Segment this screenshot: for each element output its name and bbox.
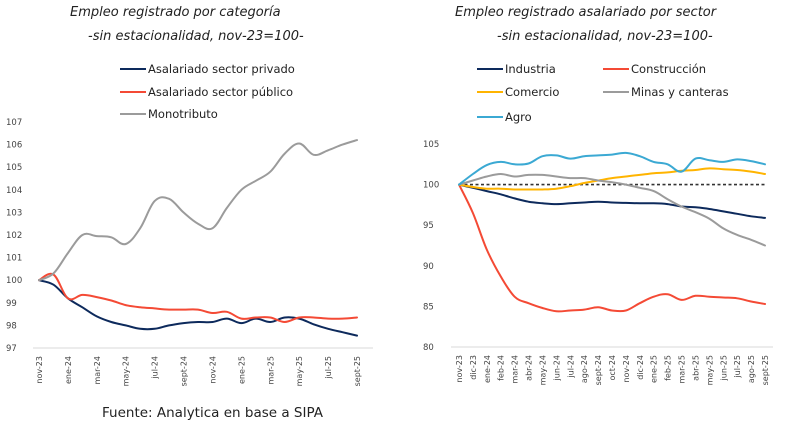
legend-swatch-comercio xyxy=(477,90,503,94)
x-tick-label: ago-24 xyxy=(580,355,589,383)
legend-item-agro: Agro xyxy=(477,110,532,124)
x-tick-label: jul-24 xyxy=(151,356,160,380)
source-note: Fuente: Analytica en base a SIPA xyxy=(102,405,323,421)
x-tick-label: feb-24 xyxy=(497,355,506,381)
y-tick-label: 80 xyxy=(423,343,434,353)
x-tick-label: may-25 xyxy=(295,356,304,386)
x-tick-label: mar-24 xyxy=(511,355,520,384)
x-tick-label: oct-24 xyxy=(608,355,617,381)
x-tick-label: jul-24 xyxy=(566,355,575,379)
y-tick-label: 98 xyxy=(6,321,17,331)
x-tick-label: ago-25 xyxy=(747,355,756,383)
x-tick-label: ene-24 xyxy=(64,356,73,384)
y-tick-label: 102 xyxy=(6,231,22,241)
y-tick-label: 106 xyxy=(6,141,22,151)
legend-item-publico: Asalariado sector público xyxy=(120,85,293,99)
series-line-asalariado-sector-privado xyxy=(38,279,358,337)
x-tick-label: may-24 xyxy=(122,356,131,386)
x-tick-label: jun-25 xyxy=(719,355,728,381)
x-tick-label: jul-25 xyxy=(324,356,333,380)
legend-swatch-agro xyxy=(477,115,503,119)
legend-swatch-construccion xyxy=(603,67,629,71)
series-line-minas-y-canteras xyxy=(458,173,766,247)
x-tick-label: jun-24 xyxy=(552,355,561,381)
legend-item-privado: Asalariado sector privado xyxy=(120,62,295,76)
x-tick-label: dic-23 xyxy=(469,355,478,380)
x-tick-label: nov-23 xyxy=(455,355,464,383)
legend-swatch-monotributo xyxy=(120,112,146,116)
right-chart: 80 85 90 95 100 105 nov-23 dic-23 ene-24 feb-24 ma… xyxy=(423,140,773,385)
legend-label: Minas y canteras xyxy=(631,85,729,99)
right-chart-subtitle: -sin estacionalidad, nov-23=100- xyxy=(497,29,713,44)
x-tick-label: nov-23 xyxy=(35,356,44,384)
legend-label: Construcción xyxy=(631,62,707,76)
y-tick-label: 95 xyxy=(423,221,434,231)
x-tick-label: nov-24 xyxy=(209,356,218,384)
x-tick-label: mar-24 xyxy=(93,356,102,385)
x-tick-label: abr-24 xyxy=(525,355,534,381)
y-tick-label: 99 xyxy=(6,299,17,309)
x-tick-label: ene-25 xyxy=(650,355,659,383)
x-tick-label: feb-25 xyxy=(664,355,673,381)
left-chart: 97 98 99 100 101 102 103 104 105 106 107 nov-23 ene-… xyxy=(6,118,373,386)
series-line-agro xyxy=(458,151,766,186)
legend-item-minas: Minas y canteras xyxy=(603,85,729,99)
y-tick-label: 100 xyxy=(6,276,22,286)
series-line-construccion xyxy=(458,183,766,313)
y-tick-label: 101 xyxy=(6,254,22,264)
y-tick-label: 105 xyxy=(6,163,22,173)
series-line-monotributo xyxy=(38,139,358,282)
legend-label: Agro xyxy=(505,110,532,124)
series-line-asalariado-sector-publico xyxy=(38,272,358,323)
x-tick-label: may-24 xyxy=(539,355,548,385)
x-tick-label: nov-24 xyxy=(622,355,631,383)
legend-item-monotributo: Monotributo xyxy=(120,107,218,121)
series-line-industria xyxy=(458,183,766,219)
left-chart-title: Empleo registrado por categoría xyxy=(70,5,281,20)
y-tick-label: 90 xyxy=(423,262,434,272)
y-tick-label: 97 xyxy=(6,344,17,354)
legend-swatch-publico xyxy=(120,90,146,94)
legend-label: Asalariado sector público xyxy=(148,85,294,99)
x-tick-label: mar-25 xyxy=(678,355,687,384)
legend-item-comercio: Comercio xyxy=(477,85,559,99)
left-chart-subtitle: -sin estacionalidad, nov-23=100- xyxy=(88,29,304,44)
legend-label: Monotributo xyxy=(148,107,218,121)
y-tick-label: 103 xyxy=(6,208,22,218)
x-tick-label: jul-25 xyxy=(733,355,742,379)
legend-label: Asalariado sector privado xyxy=(148,62,295,76)
x-tick-label: dic-24 xyxy=(636,355,645,380)
legend-swatch-industria xyxy=(477,67,503,71)
x-tick-label: ene-25 xyxy=(237,356,246,384)
legend-item-construccion: Construcción xyxy=(603,62,706,76)
y-tick-label: 104 xyxy=(6,186,22,196)
y-tick-label: 100 xyxy=(423,181,439,191)
x-tick-label: sept-24 xyxy=(594,355,603,385)
right-chart-title: Empleo registrado asalariado por sector xyxy=(455,5,717,20)
legend-label: Industria xyxy=(505,62,556,76)
x-tick-label: ene-24 xyxy=(483,355,492,383)
x-tick-label: sept-24 xyxy=(180,356,189,386)
x-tick-label: abr-25 xyxy=(692,355,701,381)
legend-label: Comercio xyxy=(505,85,560,99)
y-tick-label: 85 xyxy=(423,302,434,312)
x-tick-label: may-25 xyxy=(705,355,714,385)
y-tick-label: 105 xyxy=(423,140,439,150)
y-tick-label: 107 xyxy=(6,118,22,128)
series-line-comercio xyxy=(458,167,766,191)
x-tick-label: sept-25 xyxy=(353,356,362,386)
legend-swatch-privado xyxy=(120,67,146,71)
x-tick-label: sept-25 xyxy=(761,355,770,385)
legend-item-industria: Industria xyxy=(477,62,556,76)
x-tick-label: mar-25 xyxy=(266,356,275,385)
legend-swatch-minas xyxy=(603,90,629,94)
